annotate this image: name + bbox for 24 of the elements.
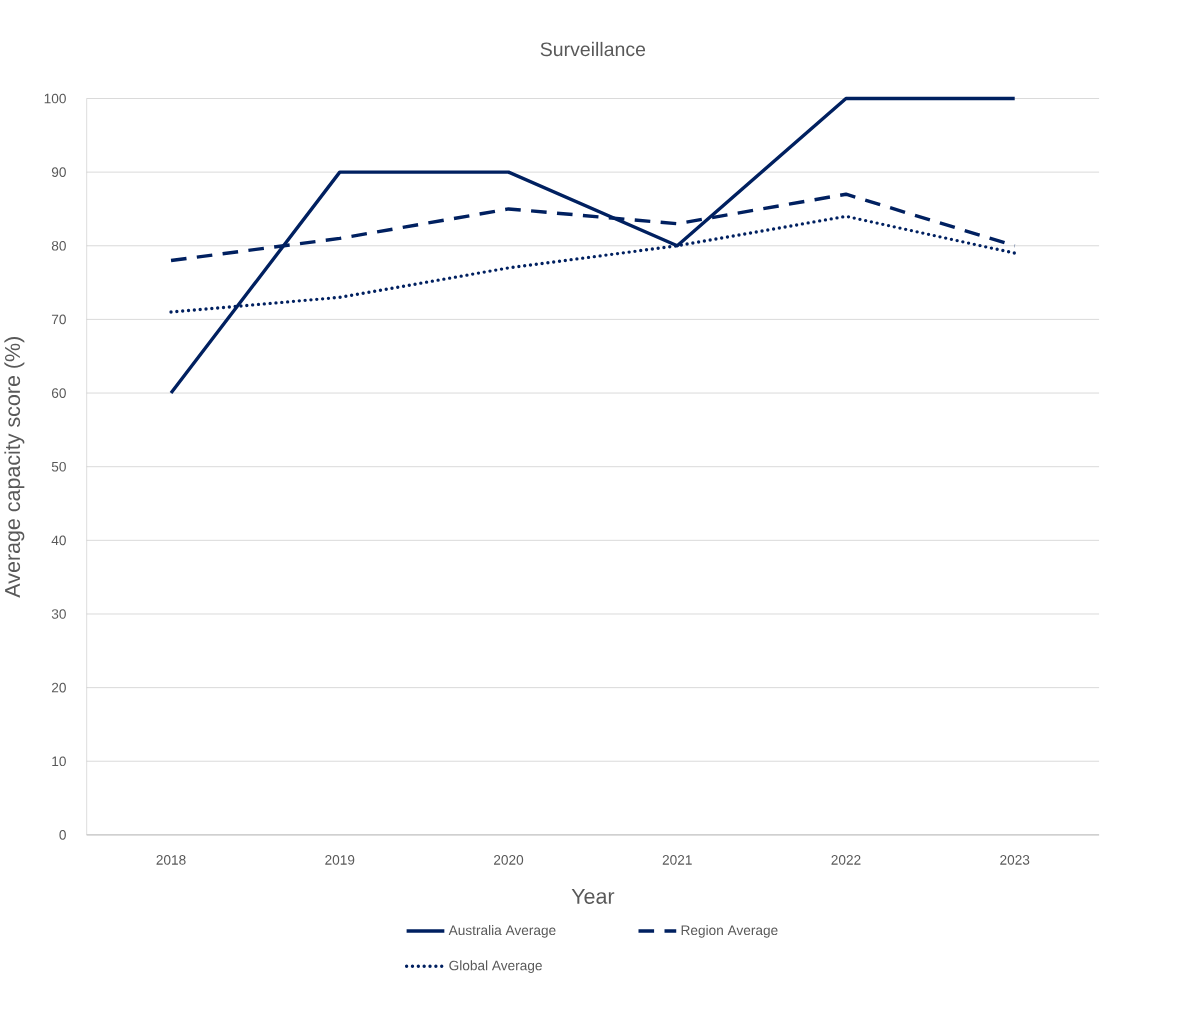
x-tick-label: 2019 (325, 855, 355, 866)
y-tick-label: 60 (51, 388, 66, 399)
y-tick-label: 50 (51, 462, 66, 472)
line-series (169, 97, 1017, 395)
legend-label: Australia Average (448, 925, 556, 939)
y-tick-label: 10 (52, 756, 66, 767)
x-tick-label: 2023 (1000, 855, 1030, 866)
chart-title: Surveillance (540, 42, 646, 57)
x-tick-label: 2018 (156, 855, 186, 866)
x-tick-label: 2022 (831, 855, 861, 866)
x-tick-label: 2021 (662, 855, 692, 866)
y-axis-title: Average capacity score (%) (4, 337, 25, 598)
legend-label: Region Average (681, 925, 778, 939)
y-tick-label: 80 (51, 241, 66, 251)
y-tick-label: 0 (59, 830, 66, 840)
x-axis-title: Year (571, 889, 615, 905)
y-tick-label: 100 (44, 93, 66, 104)
y-tick-label: 90 (51, 167, 66, 178)
y-tick-label: 30 (51, 609, 66, 620)
x-tick-label: 2020 (494, 855, 524, 866)
y-tick-label: 70 (51, 314, 66, 325)
y-tick-label: 40 (51, 535, 66, 546)
y-tick-label: 20 (51, 683, 66, 693)
legend-label: Global Average (449, 960, 542, 974)
